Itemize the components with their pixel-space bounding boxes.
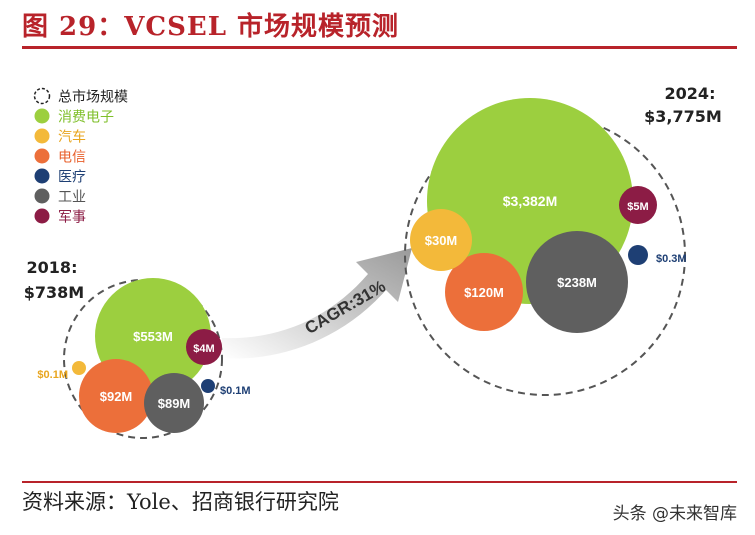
legend-label-5: 工业 xyxy=(58,190,86,206)
bubble-2024-2-segment xyxy=(410,209,472,271)
data-label-2024-2: $30M xyxy=(425,233,458,248)
data-label-2018-2: $0.1M xyxy=(37,369,68,381)
legend-label-4: 医疗 xyxy=(58,170,86,186)
legend-swatch-6 xyxy=(34,208,50,224)
growth-arrow xyxy=(222,248,412,359)
bubble-2018-3-segment xyxy=(79,359,153,433)
source-note: 资料来源：Yole、招商银行研究院 xyxy=(22,490,339,514)
bubble-2018-4-segment xyxy=(201,379,215,393)
bubble-2024-4-segment xyxy=(628,245,648,265)
data-label-2018-4: $0.1M xyxy=(220,385,251,397)
legend-swatch-2 xyxy=(34,128,50,144)
legend-swatch-1 xyxy=(34,108,50,124)
year-2018-group: 2018: $738M $553M $92M $89M $4M $0.1M $0.1M xyxy=(24,258,251,439)
legend-swatch-4 xyxy=(34,168,50,184)
bubble-2018-6-segment xyxy=(186,329,222,365)
data-label-2024-3: $120M xyxy=(464,285,504,300)
data-label-2018-1: $553M xyxy=(133,329,173,344)
year-2024-group: 2024: $3,775M $3,382M $238M $120M $30M $5M $0.3… xyxy=(404,84,722,396)
legend-label-3: 电信 xyxy=(58,150,86,166)
data-label-2024-1: $3,382M xyxy=(503,193,557,209)
bubble-2024-3-segment xyxy=(445,253,523,331)
watermark: 头条 @未来智库 xyxy=(612,504,737,524)
legend-label-0: 总市场规模 xyxy=(58,89,128,106)
title-rule xyxy=(22,46,737,49)
legend-label-6: 军事 xyxy=(58,210,86,226)
bubble-2018-2-segment xyxy=(72,361,86,375)
total-value-label-2024: $3,775M xyxy=(644,107,722,126)
data-label-2024-5: $238M xyxy=(557,275,597,290)
bubble-2024-6-segment xyxy=(619,186,657,224)
legend-swatch-0 xyxy=(33,87,51,105)
data-label-2018-5: $89M xyxy=(158,396,191,411)
legend-swatch-5 xyxy=(34,188,50,204)
total-market-circle-2024 xyxy=(404,114,686,396)
cagr-label: CAGR:31% xyxy=(302,277,389,338)
year-label-2024: 2024: xyxy=(665,84,716,103)
data-label-2018-3: $92M xyxy=(100,389,133,404)
figure-title: 图 29：VCSEL 市场规模预测 xyxy=(22,12,400,42)
data-label-2024-4: $0.3M xyxy=(656,253,687,265)
total-market-circle-2018 xyxy=(63,279,223,439)
data-label-2024-6: $5M xyxy=(627,201,648,213)
total-value-label-2018: $738M xyxy=(24,283,84,302)
bubble-2024-5-segment xyxy=(526,231,628,333)
data-label-2018-6: $4M xyxy=(193,343,214,355)
legend-swatch-3 xyxy=(34,148,50,164)
bubble-2018-5-segment xyxy=(144,373,204,433)
year-label-2018: 2018: xyxy=(27,258,78,277)
legend-label-1: 消费电子 xyxy=(58,110,114,126)
legend-label-2: 汽车 xyxy=(58,129,86,146)
source-rule xyxy=(22,481,737,483)
